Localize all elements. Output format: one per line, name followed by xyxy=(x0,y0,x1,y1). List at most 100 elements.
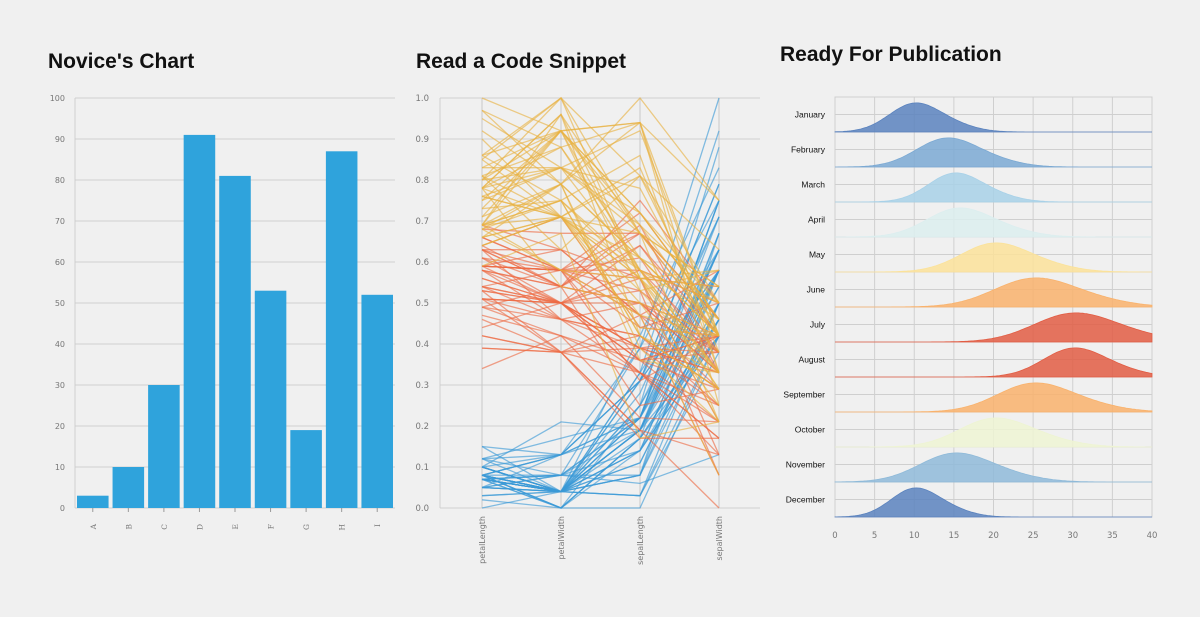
ridge-area-january xyxy=(834,102,1152,133)
bar-I xyxy=(361,294,393,508)
parallel-y-tick: 0.8 xyxy=(415,176,429,186)
parallel-line-virginica xyxy=(481,187,720,406)
ridge-month-label: January xyxy=(795,110,826,120)
ridge-area-july xyxy=(835,312,1153,343)
bar-chart: 0 10 20 30 40 50 60 70 80 90 100 A B C D E F G H I xyxy=(50,94,395,531)
parallel-line-virginica xyxy=(481,216,720,337)
bar-y-tick: 40 xyxy=(55,340,65,349)
parallel-line-virginica xyxy=(481,146,720,374)
bar-y-tick: 30 xyxy=(55,381,65,390)
parallel-line-versicolor xyxy=(481,318,720,439)
ridge-month-label: March xyxy=(801,180,825,190)
ridge-x-tick: 5 xyxy=(872,531,877,541)
parallel-axis-label: petalLength xyxy=(478,516,487,564)
ridge-area-september xyxy=(835,382,1153,413)
ridge-chart-title: Ready For Publication xyxy=(780,43,1002,66)
parallel-line-versicolor xyxy=(481,347,720,456)
parallel-line-virginica xyxy=(481,199,720,423)
bar-x-tick: H xyxy=(338,524,347,531)
parallel-y-tick: 0.7 xyxy=(415,217,429,227)
parallel-line-virginica xyxy=(481,96,720,201)
bar-y-tick: 10 xyxy=(55,463,65,472)
parallel-line-virginica xyxy=(481,121,720,337)
bar-x-tick: I xyxy=(373,524,382,527)
bar-x-tick: F xyxy=(267,524,276,529)
parallel-line-virginica xyxy=(481,228,720,476)
parallel-y-tick: 0.1 xyxy=(415,463,429,473)
bar-C xyxy=(148,385,180,508)
bar-chart-title: Novice's Chart xyxy=(48,50,195,73)
ridge-area-august xyxy=(835,347,1153,378)
bar-x-tick: C xyxy=(160,524,169,530)
ridge-month-label: April xyxy=(808,215,825,225)
ridge-x-tick: 0 xyxy=(832,531,837,541)
parallel-line-setosa xyxy=(481,216,720,493)
ridge-area-october xyxy=(835,417,1152,448)
parallel-y-tick: 0.3 xyxy=(415,381,429,391)
parallel-axis-label: petalWidth xyxy=(557,516,566,560)
ridge-x-tick: 20 xyxy=(988,531,999,541)
ridge-area-march xyxy=(835,172,1152,203)
parallel-line-setosa xyxy=(481,335,720,480)
bar-y-tick: 60 xyxy=(55,258,65,267)
parallel-chart-title: Read a Code Snippet xyxy=(416,50,627,73)
ridge-x-tick: 35 xyxy=(1107,531,1118,541)
parallel-y-tick: 0.5 xyxy=(415,299,429,309)
parallel-line-virginica xyxy=(481,129,720,320)
ridge-month-label: October xyxy=(795,425,825,435)
parallel-line-versicolor xyxy=(481,306,720,423)
ridge-month-label: May xyxy=(809,250,826,260)
bar-y-tick: 70 xyxy=(55,217,65,226)
bar-y-tick: 0 xyxy=(60,504,65,513)
bar-D xyxy=(183,134,216,508)
bar-H xyxy=(325,151,358,509)
parallel-line-virginica xyxy=(481,216,720,337)
parallel-line-virginica xyxy=(481,129,720,337)
parallel-line-virginica xyxy=(481,195,720,320)
bar-x-tick: B xyxy=(124,524,133,530)
ridge-x-tick: 10 xyxy=(909,531,920,541)
bar-y-tick: 100 xyxy=(50,94,65,103)
parallel-y-tick: 1.0 xyxy=(415,94,429,104)
parallel-line-virginica xyxy=(481,109,720,373)
ridge-x-tick: 40 xyxy=(1147,531,1158,541)
bar-F xyxy=(254,290,287,508)
bar-A xyxy=(77,495,109,508)
ridge-area-december xyxy=(834,487,1152,518)
parallel-line-versicolor xyxy=(481,285,720,349)
ridge-month-label: November xyxy=(786,460,825,470)
ridge-month-label: June xyxy=(807,285,826,295)
bar-x-tick: E xyxy=(231,524,240,529)
parallel-y-tick: 0.2 xyxy=(415,422,429,432)
parallel-line-virginica xyxy=(481,96,720,288)
bar-x-tick: D xyxy=(195,524,204,530)
parallel-line-versicolor xyxy=(481,290,720,374)
ridge-x-tick: 15 xyxy=(948,531,959,541)
parallel-line-virginica xyxy=(481,129,720,304)
parallel-line-setosa xyxy=(481,233,720,509)
parallel-series-virginica xyxy=(481,96,720,476)
parallel-y-tick: 0.0 xyxy=(415,504,429,514)
ridge-area-february xyxy=(835,137,1152,168)
parallel-coordinates-chart: 0.0 0.1 0.2 0.3 0.4 0.5 0.6 0.7 0.8 0.9 1.0 petalLe… xyxy=(415,94,760,565)
parallel-line-virginica xyxy=(481,113,720,320)
ridgeline-chart: 0 5 10 15 20 25 30 35 40 January February March Apri… xyxy=(783,96,1158,541)
parallel-line-versicolor xyxy=(481,249,720,374)
parallel-line-virginica xyxy=(481,183,720,337)
parallel-line-versicolor xyxy=(481,248,720,317)
bar-x-tick: A xyxy=(89,523,98,530)
parallel-line-setosa xyxy=(481,335,720,509)
ridge-month-label: July xyxy=(810,320,826,330)
parallel-line-versicolor xyxy=(481,335,720,423)
bar-y-tick: 50 xyxy=(55,299,65,308)
parallel-line-virginica xyxy=(481,129,720,292)
bar-y-tick: 80 xyxy=(55,176,65,185)
parallel-axis-label: sepalLength xyxy=(636,516,645,565)
parallel-line-setosa xyxy=(481,302,720,497)
bar-G xyxy=(290,430,322,508)
ridge-x-tick: 25 xyxy=(1028,531,1039,541)
ridge-month-label: August xyxy=(799,355,826,365)
bar-y-tick: 90 xyxy=(55,135,65,144)
ridge-area-april xyxy=(835,207,1152,238)
